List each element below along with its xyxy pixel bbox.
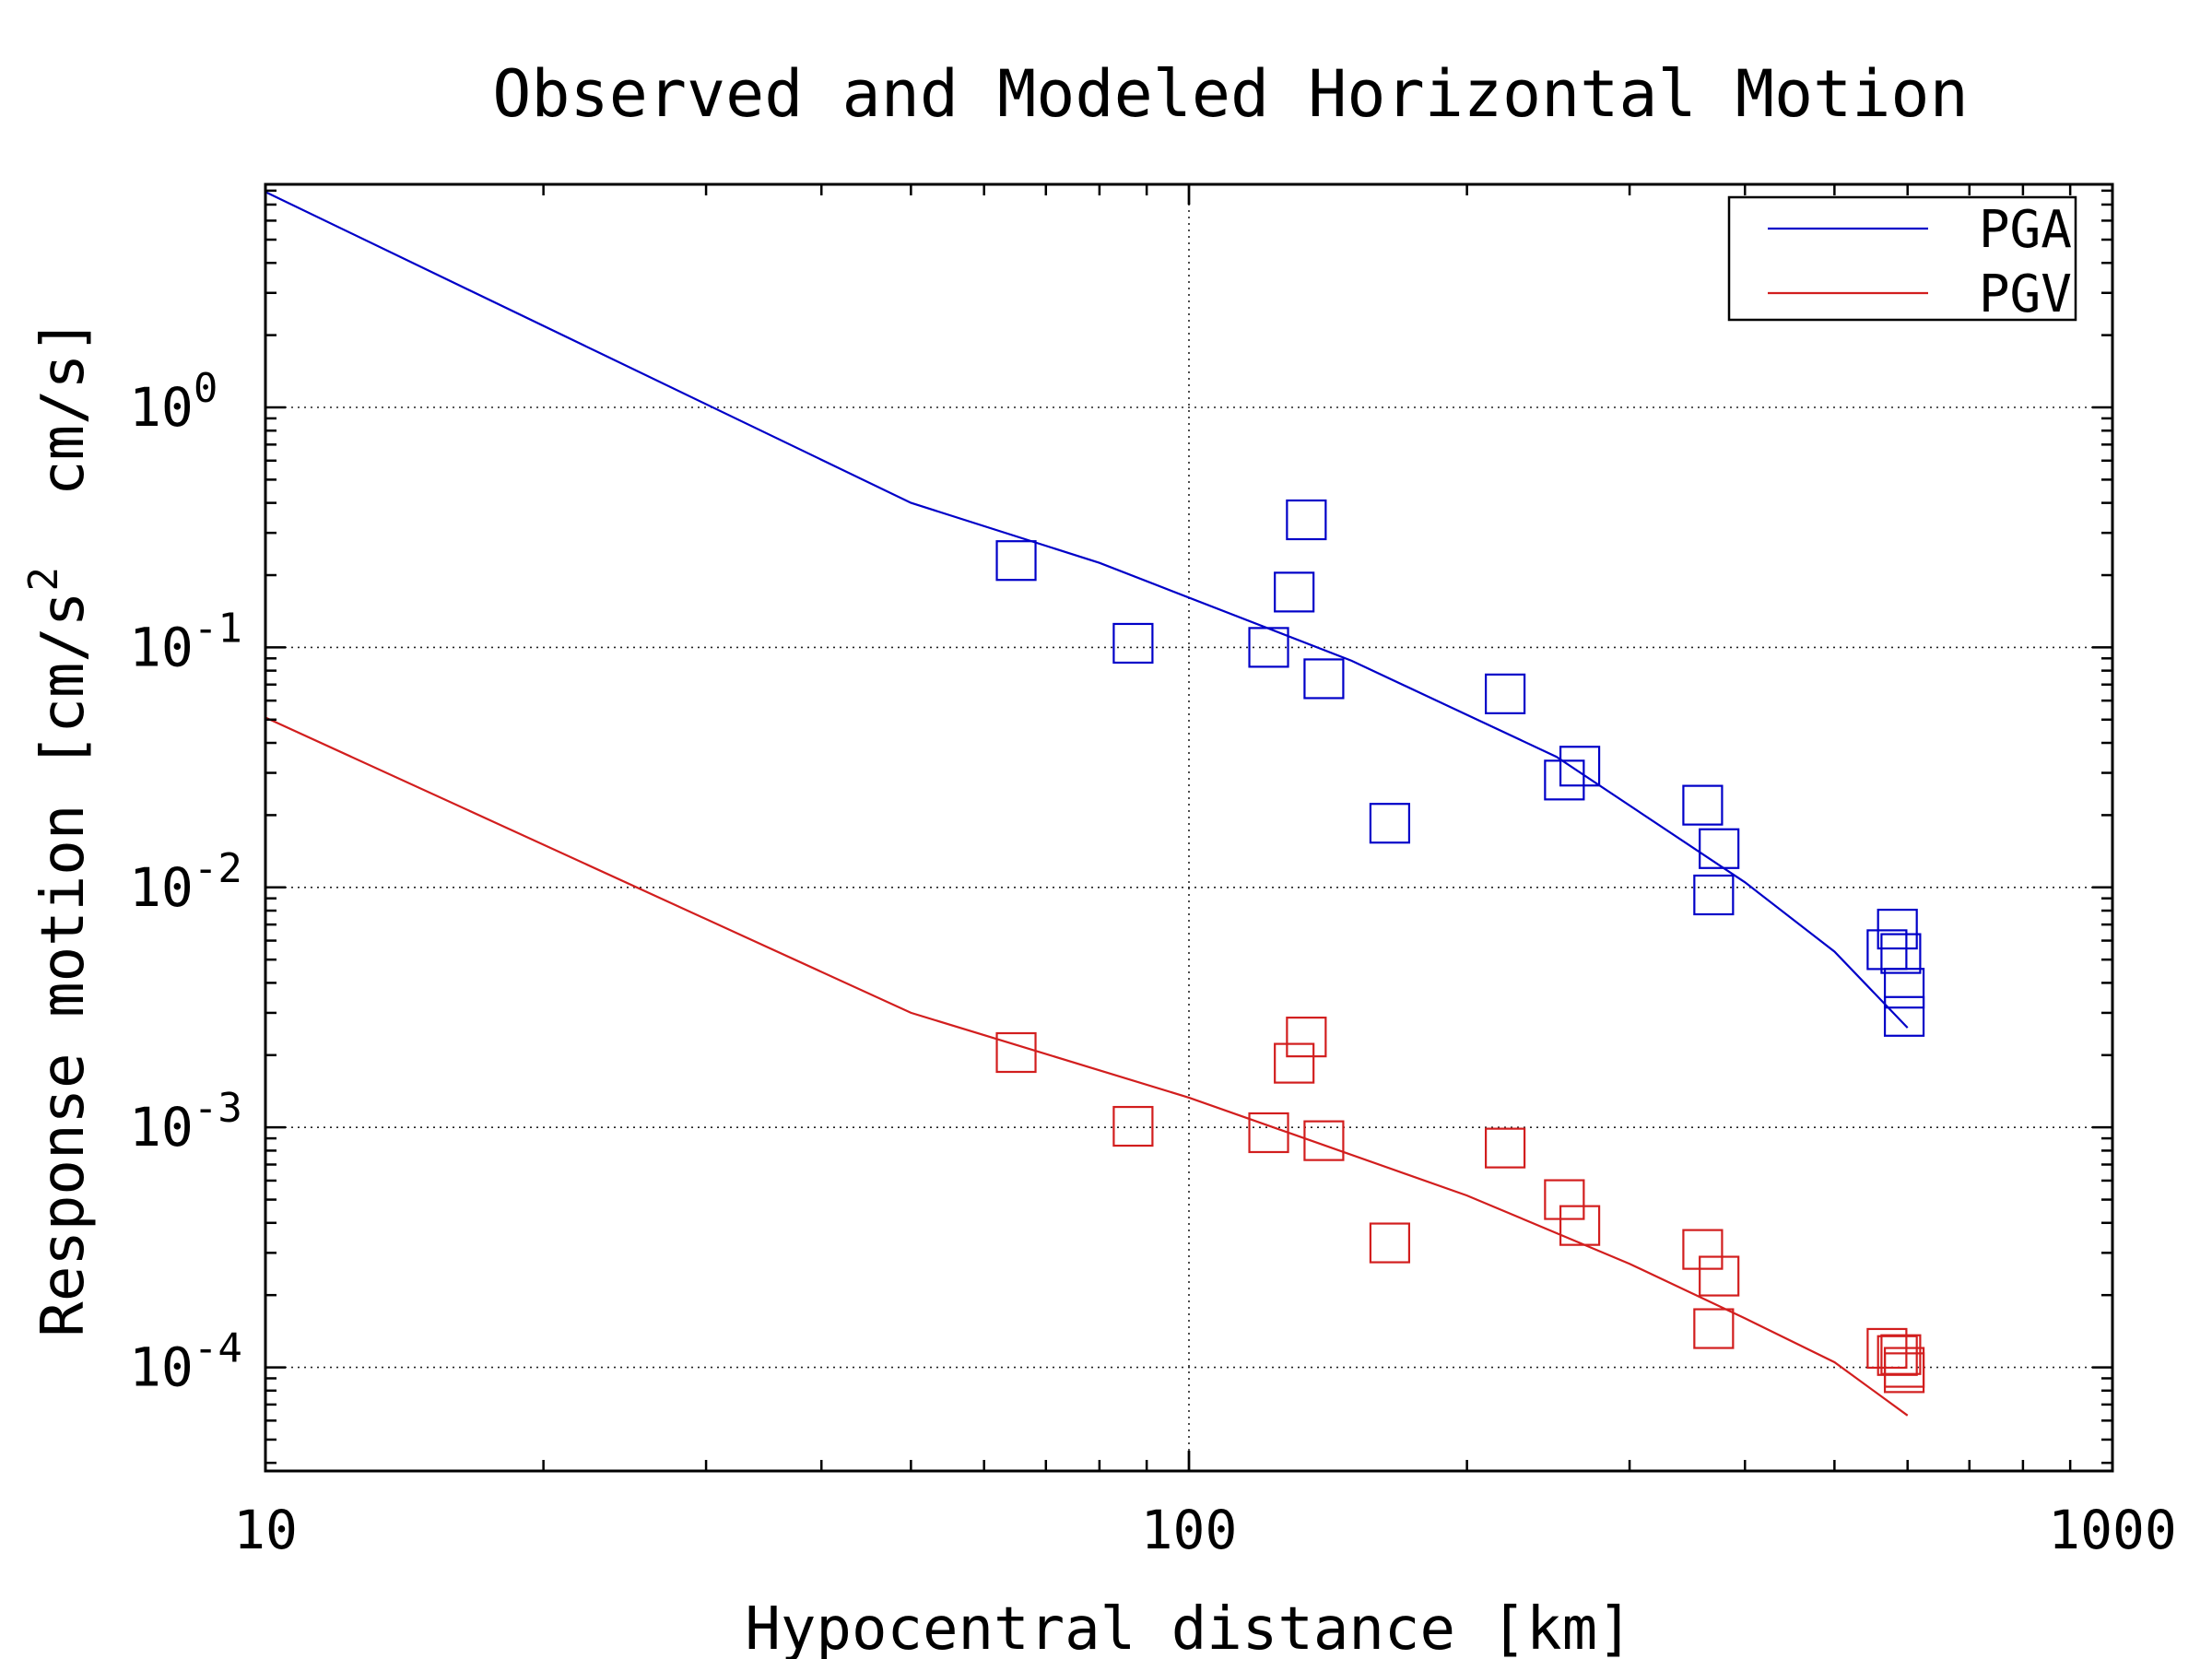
y-axis-label-pre: Response motion [cm/s [29, 592, 98, 1337]
legend-label-pga: PGA [1979, 200, 2072, 260]
pgv-observed-point [1699, 1255, 1740, 1297]
pgv-observed-point [1682, 1229, 1724, 1270]
y-tick-label: 10-3 [129, 1085, 242, 1159]
pga-observed-point [1693, 874, 1735, 916]
pga-observed-point [995, 540, 1037, 582]
pga-observed-point [1248, 627, 1289, 668]
pgv-observed-point [1274, 1042, 1315, 1084]
pga-observed-point [1544, 759, 1585, 801]
y-axis-label: Response motion [cm/s2 cm/s] [20, 318, 98, 1336]
y-tick-label: 100 [129, 365, 218, 439]
pga-observed-point [1883, 968, 1925, 1009]
pga-observed-point [1286, 499, 1327, 541]
pgv-observed-point [1303, 1120, 1345, 1161]
pgv-observed-point [1286, 1017, 1327, 1058]
pgv-observed-point [1693, 1308, 1735, 1349]
pgv-observed-point [1485, 1127, 1526, 1169]
y-axis-label-post: cm/s] [29, 318, 98, 567]
x-tick-label: 10 [233, 1499, 298, 1561]
pgv-observed-point [995, 1031, 1037, 1074]
pga-observed-point [1880, 933, 1922, 974]
pga-observed-point [1485, 673, 1526, 714]
tick-labels: 10 100 1000 100 10-1 10-2 10-3 10-4 [129, 365, 2177, 1561]
pga-observed-point [1682, 784, 1724, 826]
y-axis-label-sup: 2 [20, 567, 67, 592]
pga-observed-point [1274, 571, 1315, 613]
pga-observed-point [1699, 828, 1740, 869]
observed-markers [995, 499, 1925, 1394]
pgv-observed-point [1112, 1105, 1154, 1147]
pga-observed-point [1369, 803, 1411, 844]
pgv-observed-point [1559, 1205, 1601, 1246]
x-tick-label: 1000 [2048, 1499, 2177, 1561]
y-tick-label: 10-2 [129, 845, 242, 919]
grid [265, 184, 2112, 1471]
pga-observed-point [1559, 746, 1601, 787]
pgv-observed-point [1369, 1222, 1411, 1264]
pgv-observed-point [1880, 1334, 1922, 1375]
pga-observed-point [1877, 908, 1918, 950]
x-axis-label: Hypocentral distance [km] [745, 1595, 1632, 1659]
pga-model-line [265, 191, 1909, 1029]
pga-observed-point [1112, 622, 1154, 665]
plot-frame [264, 182, 2114, 1473]
y-tick-label: 10-4 [129, 1325, 242, 1399]
y-tick-label: 10-1 [129, 605, 242, 678]
chart-title: Observed and Modeled Horizontal Motion [492, 56, 1968, 132]
axis-ticks [264, 184, 2114, 1471]
legend-box [1727, 195, 2077, 322]
x-tick-label: 100 [1141, 1499, 1238, 1561]
pgv-observed-point [1248, 1112, 1289, 1154]
pga-observed-point [1303, 658, 1345, 700]
pgv-observed-point [1544, 1179, 1585, 1220]
pga-observed-point [1883, 995, 1925, 1037]
pgv-observed-point [1883, 1352, 1925, 1394]
legend-label-pgv: PGV [1979, 265, 2072, 324]
pgv-model-line [265, 716, 1909, 1417]
model-lines [265, 191, 1909, 1417]
pga-observed-point [1866, 929, 1908, 971]
